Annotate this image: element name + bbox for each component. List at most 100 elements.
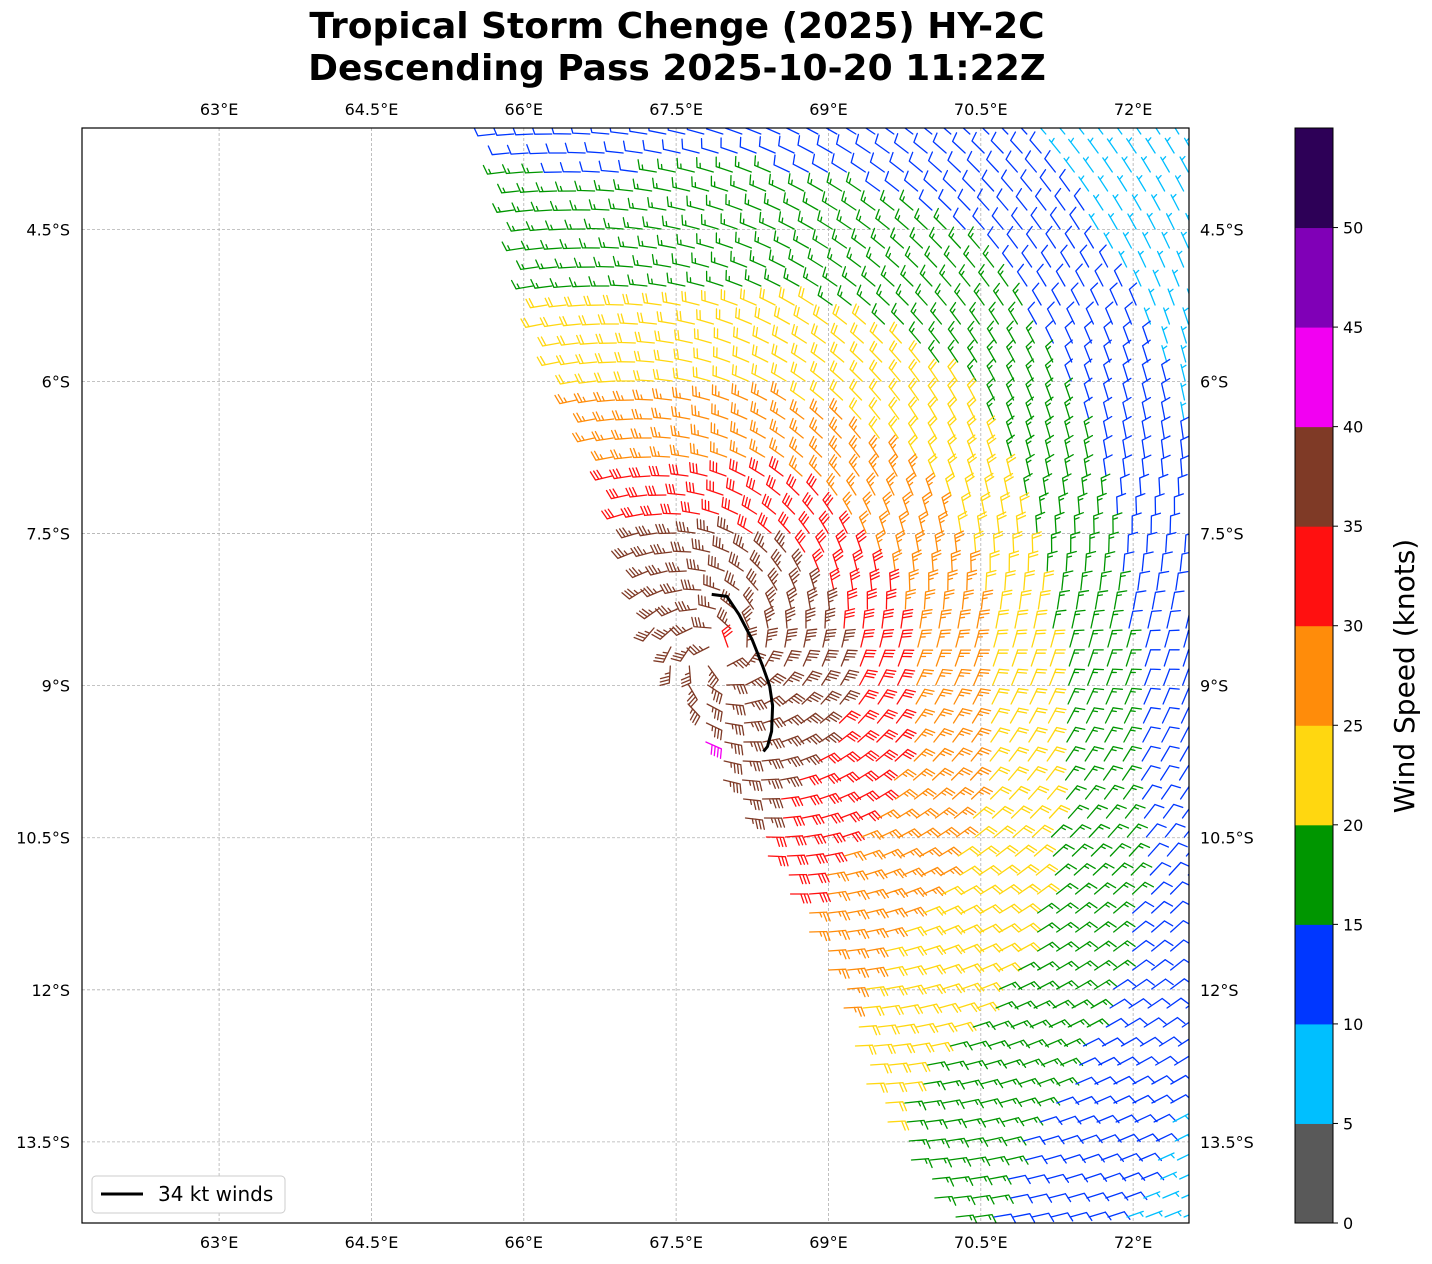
wind-barb [951, 132, 966, 154]
wind-barb [984, 472, 995, 496]
wind-barb [1037, 1096, 1061, 1106]
wind-barb [549, 200, 572, 212]
wind-barb [611, 410, 634, 421]
wind-barb [1170, 958, 1189, 971]
wind-barb [961, 963, 985, 974]
wind-barb [1029, 1019, 1053, 1028]
wind-barb [754, 306, 772, 325]
wind-barb [651, 254, 672, 268]
wind-barb [969, 301, 981, 325]
wind-barb [1151, 978, 1174, 990]
wind-barb [847, 948, 870, 959]
wind-barb [1000, 169, 1014, 192]
wind-barb [1188, 893, 1189, 895]
wind-barb [1107, 823, 1130, 838]
wind-barb [1049, 649, 1066, 667]
wind-barb [651, 407, 672, 420]
wind-barb [1037, 961, 1061, 971]
wind-barb [986, 453, 997, 477]
wind-barb [1141, 454, 1152, 477]
wind-barb [1151, 1094, 1175, 1104]
wind-barb [610, 429, 633, 440]
wind-barb [1140, 765, 1161, 781]
wind-barb [741, 779, 763, 792]
wind-barb [749, 250, 767, 268]
wind-barb [1037, 941, 1061, 952]
wind-barb [744, 128, 762, 135]
wind-barb [972, 1194, 995, 1205]
wind-barb [572, 432, 595, 443]
wind-barb [1068, 668, 1086, 686]
wind-barb [1018, 589, 1032, 610]
wind-barb [783, 671, 805, 686]
wind-barb [526, 144, 548, 155]
wind-barb [786, 474, 800, 496]
wind-barb [1005, 396, 1015, 420]
wind-barb [1122, 231, 1133, 249]
wind-barb [732, 326, 750, 344]
wind-barb [725, 477, 743, 496]
wind-barb [1174, 1055, 1189, 1066]
wind-barb [896, 1023, 920, 1034]
wind-barb [1133, 269, 1142, 287]
wind-barb [1194, 1056, 1216, 1065]
wind-barb [655, 523, 677, 535]
wind-barb [1132, 920, 1155, 933]
wind-barb [828, 416, 842, 439]
wind-barb [1128, 282, 1138, 306]
wind-barb [770, 362, 787, 382]
wind-barb [838, 730, 861, 743]
wind-barb [713, 327, 731, 344]
wind-barb [757, 512, 772, 534]
wind-barb [1113, 979, 1137, 990]
wind-barb [818, 752, 842, 764]
wind-barb [1003, 472, 1014, 496]
wind-barb [1162, 687, 1180, 705]
wind-barb [923, 905, 947, 916]
wind-barb [1078, 175, 1090, 192]
wind-barb [1030, 668, 1048, 686]
wind-barb [822, 628, 837, 648]
wind-barb [1064, 434, 1074, 458]
wind-barb [788, 567, 800, 591]
wind-barb [1165, 212, 1175, 230]
legend[interactable]: 34 kt winds [91, 1175, 286, 1214]
wind-barb [635, 525, 658, 537]
wind-barb [961, 904, 985, 915]
wind-barb [1047, 726, 1067, 743]
wind-barb [884, 170, 900, 192]
wind-barb [754, 230, 772, 249]
wind-barb [1084, 225, 1095, 249]
wind-barb [618, 159, 638, 173]
wind-barb [922, 886, 947, 897]
wind-barb [715, 308, 734, 325]
wind-barb [942, 1099, 965, 1110]
wind-barb [637, 159, 657, 173]
wind-barb [958, 264, 971, 287]
wind-barbs [473, 128, 1216, 1223]
wind-barb [597, 314, 620, 325]
wind-barb [676, 233, 696, 249]
wind-barb [1048, 1193, 1072, 1203]
wind-barb [1012, 825, 1036, 838]
wind-barb [1046, 785, 1069, 800]
wind-barb [1063, 1038, 1088, 1047]
wind-barb [1132, 1075, 1156, 1085]
wind-barb [778, 286, 795, 306]
wind-barb [1176, 250, 1185, 268]
wind-barb [645, 564, 668, 576]
wind-barb [1064, 339, 1073, 363]
wind-barb [1109, 843, 1132, 857]
wind-barb [1083, 396, 1093, 420]
wind-barb [1060, 1057, 1084, 1067]
wind-barb [492, 203, 515, 213]
wind-barb [520, 240, 544, 251]
wind-barb [701, 498, 720, 515]
wind-barb [992, 668, 1010, 686]
wind-barb [996, 511, 1007, 534]
wind-barb [980, 923, 1004, 934]
wind-barb [949, 1041, 973, 1051]
wind-barb [1104, 707, 1124, 724]
wind-barb [988, 301, 1000, 325]
wind-barb [1109, 282, 1118, 306]
